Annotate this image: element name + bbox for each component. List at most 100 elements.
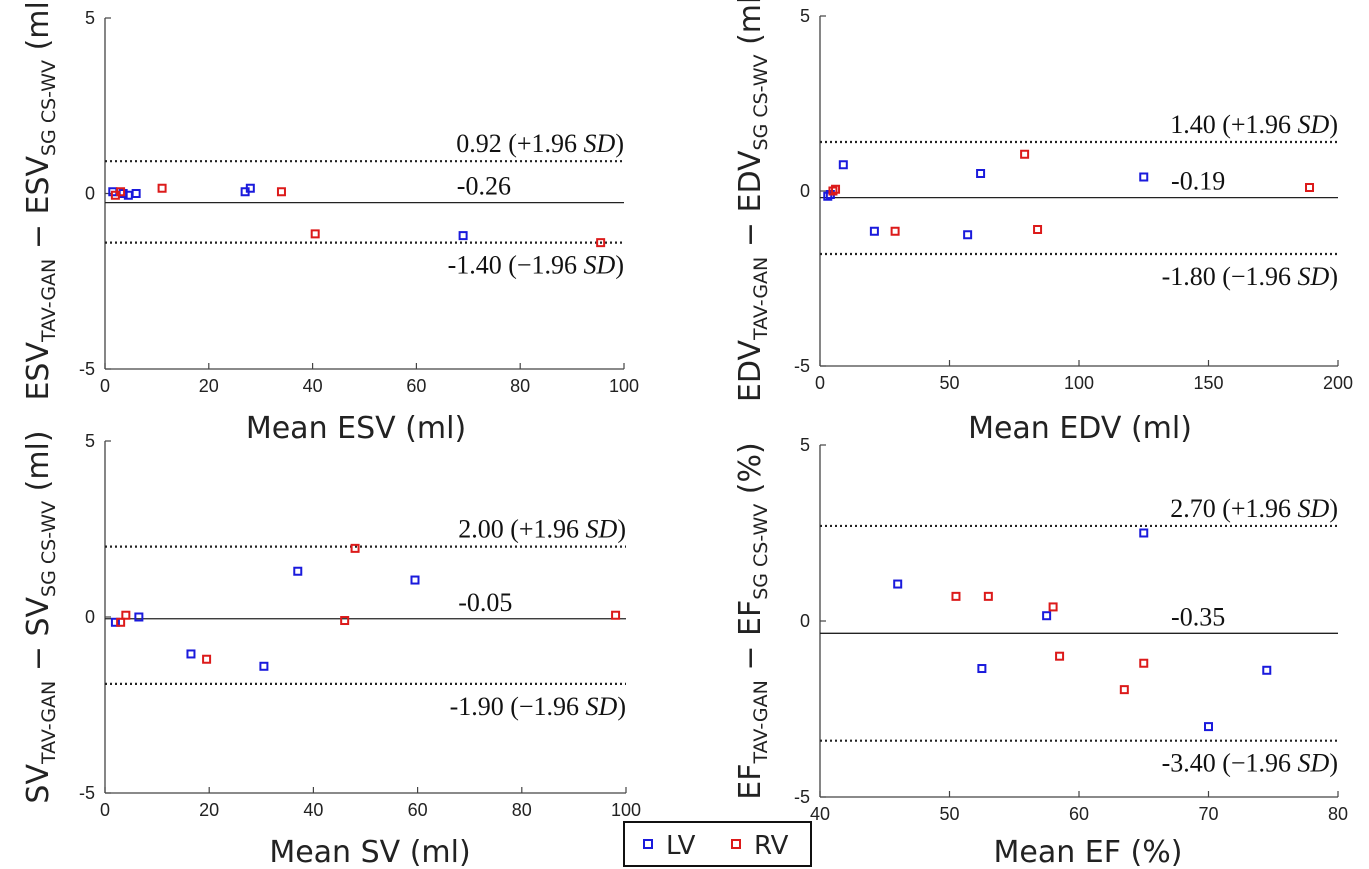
x-tick-label: 60 — [408, 800, 428, 820]
point-rv — [310, 229, 320, 239]
y-tick-label: -5 — [794, 787, 810, 807]
point-lv — [410, 575, 420, 585]
point-lv — [1139, 528, 1149, 538]
point-rv — [1048, 602, 1058, 612]
x-tick-label: 0 — [815, 373, 825, 393]
x-tick-label: 80 — [1328, 804, 1348, 824]
point-lv — [293, 566, 303, 576]
x-tick-label: 60 — [406, 376, 426, 396]
point-rv — [121, 610, 131, 620]
upper-limit-label: 1.40 (+1.96 SD) — [1170, 110, 1338, 139]
legend-lv-label: LV — [666, 831, 696, 861]
x-tick-label: 70 — [1198, 804, 1218, 824]
point-rv — [202, 654, 212, 664]
x-tick-label: 100 — [1064, 373, 1094, 393]
x-tick-label: 50 — [939, 804, 959, 824]
lower-limit-label: -3.40 (−1.96 SD) — [1162, 749, 1338, 778]
point-rv — [1305, 183, 1315, 192]
legend-lv-marker — [643, 839, 653, 849]
lower-limit-label: -1.40 (−1.96 SD) — [448, 251, 624, 280]
y-axis-label: EDVTAV-GAN − EDVSG CS-WV (ml) — [733, 0, 772, 402]
x-tick-label: 50 — [939, 373, 959, 393]
y-tick-label: 5 — [800, 435, 810, 455]
y-tick-label: 5 — [800, 6, 810, 26]
x-tick-label: 150 — [1193, 373, 1223, 393]
x-tick-label: 40 — [810, 804, 830, 824]
x-axis-label: Mean EDV (ml) — [968, 411, 1192, 446]
x-tick-label: 20 — [199, 800, 219, 820]
x-axis-label: Mean EF (%) — [994, 835, 1183, 869]
mean-label: -0.05 — [458, 588, 512, 617]
y-axis-label: SVTAV-GAN − SVSG CS-WV (ml) — [21, 430, 60, 803]
point-lv — [963, 230, 973, 240]
point-lv — [134, 612, 144, 622]
point-rv — [951, 591, 961, 601]
lower-limit-label: -1.90 (−1.96 SD) — [450, 692, 626, 721]
point-rv — [1055, 651, 1065, 661]
point-rv — [1119, 685, 1129, 695]
x-tick-label: 40 — [303, 376, 323, 396]
x-tick-label: 40 — [303, 800, 323, 820]
x-tick-label: 0 — [100, 376, 110, 396]
legend-box — [623, 821, 812, 867]
x-axis-label: Mean SV (ml) — [269, 835, 470, 869]
point-lv — [245, 183, 255, 193]
point-lv — [186, 649, 196, 659]
legend-rv-marker — [731, 839, 741, 849]
point-rv — [350, 543, 360, 553]
legend-rv-label: RV — [754, 831, 789, 861]
upper-limit-label: 2.00 (+1.96 SD) — [458, 515, 626, 544]
y-tick-label: -5 — [794, 356, 810, 376]
legend: LV RV — [623, 821, 812, 867]
mean-label: -0.26 — [457, 172, 511, 201]
y-tick-label: 0 — [85, 607, 95, 627]
upper-limit-label: 2.70 (+1.96 SD) — [1170, 494, 1338, 523]
point-lv — [893, 579, 903, 589]
mean-label: -0.35 — [1171, 602, 1225, 631]
point-lv — [1204, 722, 1213, 732]
point-rv — [116, 187, 126, 197]
x-tick-label: 20 — [199, 376, 219, 396]
x-tick-label: 80 — [510, 376, 530, 396]
lower-limit-label: -1.80 (−1.96 SD) — [1162, 262, 1338, 291]
point-lv — [977, 664, 987, 674]
point-lv — [110, 617, 120, 627]
x-tick-label: 60 — [1069, 804, 1089, 824]
point-lv — [838, 160, 848, 170]
mean-label: -0.19 — [1171, 167, 1225, 196]
point-lv — [869, 226, 879, 236]
point-lv — [1262, 665, 1272, 675]
y-tick-label: 0 — [85, 184, 95, 204]
x-tick-label: 80 — [512, 800, 532, 820]
y-tick-label: 0 — [800, 611, 810, 631]
point-lv — [131, 189, 141, 198]
point-rv — [276, 187, 286, 197]
x-tick-label: 100 — [609, 376, 639, 396]
point-rv — [1020, 149, 1030, 159]
x-tick-label: 200 — [1323, 373, 1353, 393]
point-rv — [116, 617, 126, 627]
y-tick-label: 0 — [800, 181, 810, 201]
y-axis-label: EFTAV-GAN − EFSG CS-WV (%) — [733, 442, 772, 799]
point-rv — [596, 238, 606, 248]
y-tick-label: 5 — [85, 431, 95, 451]
point-rv — [983, 591, 993, 601]
upper-limit-label: 0.92 (+1.96 SD) — [456, 129, 624, 158]
point-rv — [340, 616, 350, 626]
point-lv — [1139, 172, 1149, 182]
y-tick-label: 5 — [85, 8, 95, 28]
point-lv — [1042, 611, 1052, 621]
point-rv — [1139, 658, 1149, 668]
y-axis-label: ESVTAV-GAN − ESVSG CS-WV (ml) — [21, 0, 60, 401]
point-rv — [611, 610, 621, 620]
point-rv — [157, 183, 167, 193]
point-lv — [458, 231, 468, 241]
point-lv — [976, 169, 986, 178]
y-tick-label: -5 — [79, 783, 95, 803]
y-tick-label: -5 — [79, 359, 95, 379]
panel-4: 40 50 60 70 80 -5 0 5 2.70 (+1.96 SD) -3.40 (−1.9… — [733, 435, 1348, 869]
point-rv — [890, 226, 900, 236]
